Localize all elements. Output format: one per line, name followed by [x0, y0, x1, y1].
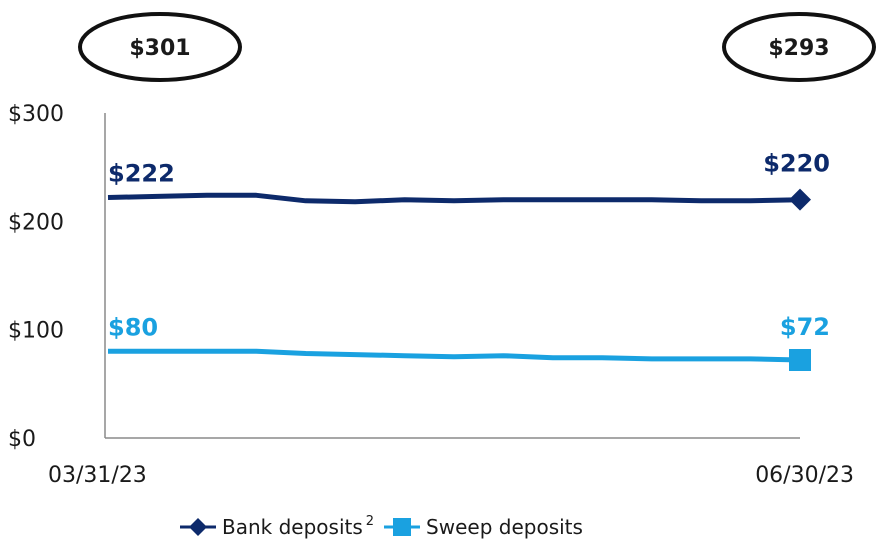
series-line	[108, 348, 801, 363]
y-tick-label: $200	[8, 210, 64, 235]
legend-label-bank: Bank deposits	[222, 515, 363, 539]
series-line	[107, 192, 801, 205]
total-start-oval: $301	[78, 12, 242, 82]
data-label-start: $222	[108, 160, 175, 188]
x-tick-labels: 03/31/23 06/30/23	[48, 463, 854, 488]
data-label-end: $220	[763, 150, 830, 178]
diamond-marker-icon	[180, 518, 216, 536]
x-tick-label: 03/31/23	[48, 463, 147, 488]
x-tick-label: 06/30/23	[755, 463, 854, 488]
y-tick-label: $300	[8, 102, 64, 127]
total-end-oval: $293	[722, 12, 876, 82]
legend-superscript-bank: 2	[365, 513, 375, 529]
total-start-label: $301	[129, 36, 190, 61]
end-marker-diamond	[789, 188, 811, 211]
square-marker-icon	[384, 518, 421, 536]
total-end-label: $293	[768, 36, 829, 61]
y-tick-label: $0	[8, 427, 36, 452]
y-tick-label: $100	[8, 319, 64, 344]
y-tick-labels: $0 $100 $200 $300	[8, 102, 64, 452]
legend-item-bank: Bank deposits 2	[180, 513, 375, 539]
legend-label-sweep: Sweep deposits	[426, 515, 583, 539]
data-label-start: $80	[108, 313, 158, 341]
legend: Bank deposits 2 Sweep deposits	[180, 512, 593, 542]
series-group	[107, 188, 811, 371]
data-label-end: $72	[780, 313, 830, 341]
end-marker-square	[789, 349, 811, 371]
data-labels: $222 $220 $80 $72	[108, 150, 830, 342]
legend-item-sweep: Sweep deposits	[384, 515, 583, 539]
